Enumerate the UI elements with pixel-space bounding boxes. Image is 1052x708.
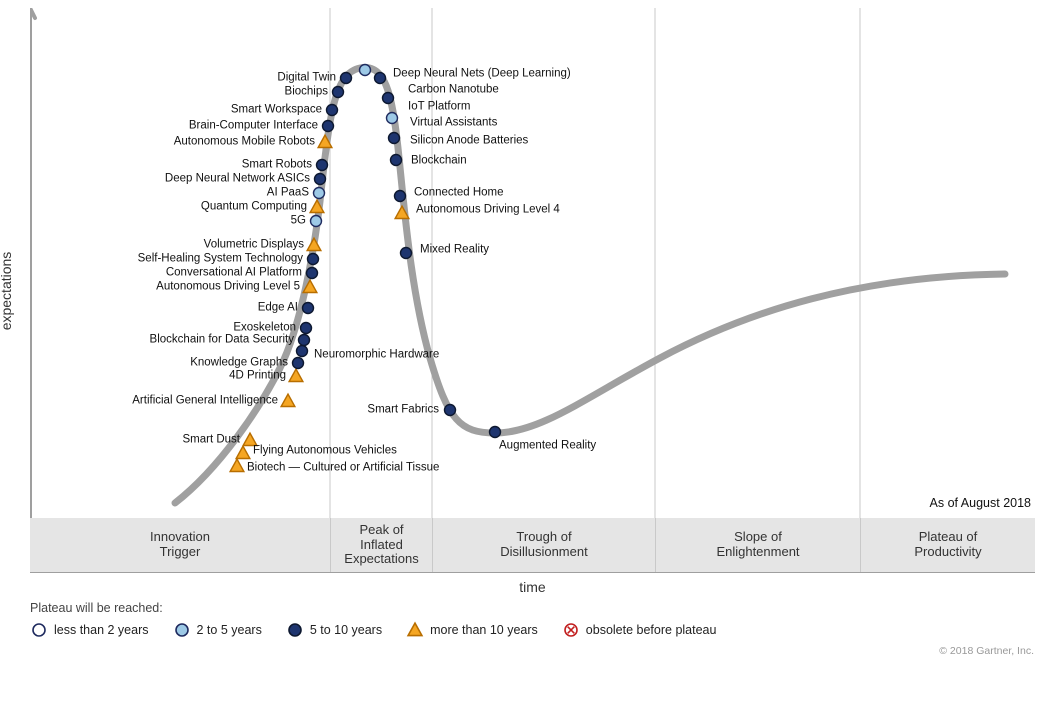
- tech-label: Deep Neural Nets (Deep Learning): [393, 68, 571, 80]
- tech-label: Blockchain for Data Security: [150, 334, 294, 346]
- tech-label: Virtual Assistants: [410, 117, 497, 129]
- phase-cell: Trough ofDisillusionment: [432, 518, 655, 572]
- as-of-text: As of August 2018: [930, 496, 1031, 510]
- legend-item-label: more than 10 years: [430, 623, 538, 637]
- tech-label: Flying Autonomous Vehicles: [253, 445, 397, 457]
- tech-label: Carbon Nanotube: [408, 84, 499, 96]
- tech-label: Smart Workspace: [231, 104, 322, 116]
- phase-cell: InnovationTrigger: [30, 518, 330, 572]
- phase-cell: Plateau ofProductivity: [860, 518, 1035, 572]
- tech-label: Mixed Reality: [420, 244, 489, 256]
- legend-item: 5 to 10 years: [286, 621, 382, 639]
- legend-item: obsolete before plateau: [562, 621, 717, 639]
- tech-label: Smart Robots: [242, 159, 312, 171]
- tech-label: Neuromorphic Hardware: [314, 349, 439, 361]
- legend-marker-icon: [173, 621, 191, 639]
- legend-item: more than 10 years: [406, 621, 538, 639]
- phase-cell: Peak ofInflatedExpectations: [330, 518, 432, 572]
- legend-marker-icon: [286, 621, 304, 639]
- legend-marker-icon: [30, 621, 48, 639]
- tech-label: AI PaaS: [267, 187, 309, 199]
- phase-band: InnovationTriggerPeak ofInflatedExpectat…: [30, 518, 1035, 572]
- tech-label: Blockchain: [411, 155, 467, 167]
- copyright: © 2018 Gartner, Inc.: [0, 645, 1040, 657]
- tech-label: Biotech — Cultured or Artificial Tissue: [247, 462, 439, 474]
- tech-label: IoT Platform: [408, 101, 470, 113]
- legend-item: 2 to 5 years: [173, 621, 262, 639]
- phase-cell: Slope ofEnlightenment: [655, 518, 860, 572]
- y-axis-label: expectations: [0, 251, 14, 330]
- tech-label: Augmented Reality: [499, 440, 596, 452]
- tech-label: Biochips: [285, 86, 328, 98]
- tech-label: Autonomous Driving Level 4: [416, 204, 560, 216]
- tech-label: Volumetric Displays: [204, 239, 304, 251]
- tech-label: Smart Dust: [182, 434, 240, 446]
- tech-label: Quantum Computing: [201, 201, 307, 213]
- legend-row: less than 2 years 2 to 5 years 5 to 10 yea…: [30, 621, 1035, 639]
- x-axis-label: time: [30, 579, 1035, 595]
- tech-label: Artificial General Intelligence: [132, 395, 278, 407]
- tech-label: Conversational AI Platform: [166, 267, 302, 279]
- tech-label: Digital Twin: [277, 72, 336, 84]
- tech-label: Smart Fabrics: [367, 404, 439, 416]
- legend-marker-icon: [406, 621, 424, 639]
- legend-item-label: obsolete before plateau: [586, 623, 717, 637]
- tech-label: Autonomous Driving Level 5: [156, 281, 300, 293]
- tech-label: Edge AI: [258, 302, 298, 314]
- legend-item-label: 2 to 5 years: [197, 623, 262, 637]
- hype-cycle-chart: expectations Biotech — Cultured or Artif…: [30, 8, 1035, 573]
- legend-item-label: 5 to 10 years: [310, 623, 382, 637]
- tech-label: Autonomous Mobile Robots: [174, 136, 315, 148]
- legend-item-label: less than 2 years: [54, 623, 149, 637]
- legend-title: Plateau will be reached:: [30, 601, 1035, 615]
- tech-label: 4D Printing: [229, 370, 286, 382]
- tech-label: Brain-Computer Interface: [189, 120, 318, 132]
- tech-label: Connected Home: [414, 187, 504, 199]
- tech-label: Knowledge Graphs: [190, 357, 288, 369]
- tech-label: Self-Healing System Technology: [138, 253, 303, 265]
- tech-label: 5G: [291, 215, 306, 227]
- legend: Plateau will be reached: less than 2 yea…: [30, 601, 1035, 639]
- legend-item: less than 2 years: [30, 621, 149, 639]
- tech-label: Deep Neural Network ASICs: [165, 173, 310, 185]
- tech-label: Exoskeleton: [233, 322, 296, 334]
- tech-label: Silicon Anode Batteries: [410, 135, 528, 147]
- legend-marker-icon: [562, 621, 580, 639]
